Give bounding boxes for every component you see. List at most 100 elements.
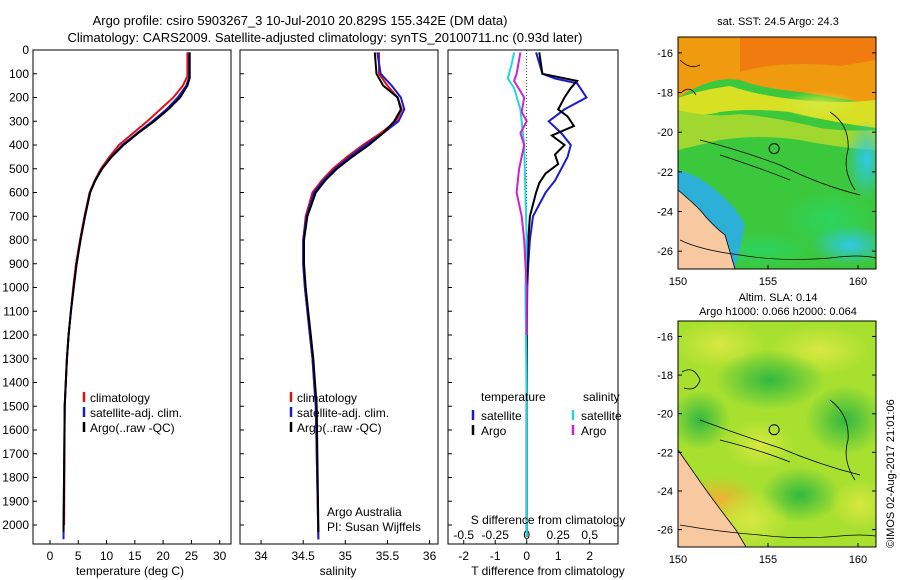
temperature-ytick-label: 1000 bbox=[2, 281, 29, 295]
salinity-annotation-line1: Argo Australia bbox=[327, 505, 402, 519]
salinity-xtick-label: 34.5 bbox=[292, 549, 316, 563]
difference-xlabel-top: S difference from climatology bbox=[471, 513, 626, 527]
salinity-axes-frame bbox=[239, 49, 439, 545]
salinity-panel: 34 34.5 35 35.5 36 salinity climatologysatel… bbox=[239, 49, 439, 578]
temperature-ytick-label: 900 bbox=[9, 257, 29, 271]
sla_map-xtick-label: 160 bbox=[849, 554, 867, 566]
temperature-ytick-label: 100 bbox=[9, 67, 29, 81]
sla-map-frame bbox=[677, 320, 877, 548]
sla_map-ytick-label: -16 bbox=[657, 331, 673, 343]
temperature-ytick-label: 400 bbox=[9, 138, 29, 152]
salinity-xtick-label: 35.5 bbox=[376, 549, 400, 563]
difference-xtick-label: 2 bbox=[586, 549, 593, 563]
temperature-ytick-label: 300 bbox=[9, 114, 29, 128]
temperature-ytick-label: 2000 bbox=[2, 518, 29, 532]
sst-map-title: sat. SST: 24.5 Argo: 24.3 bbox=[717, 16, 839, 28]
difference-xtick-label: 1 bbox=[555, 549, 562, 563]
temperature-ytick-label: 1300 bbox=[2, 352, 29, 366]
temperature-xtick-label: 0 bbox=[47, 549, 54, 563]
sla-map-argo-marker bbox=[768, 424, 780, 436]
sla-map-title-line1: Altim. SLA: 0.14 bbox=[739, 292, 818, 304]
temperature-line-argo-raw-qc- bbox=[62, 52, 191, 533]
temperature-ytick-label: 800 bbox=[9, 233, 29, 247]
salinity-xtick-label: 34 bbox=[254, 549, 268, 563]
temperature-ytick-label: 1800 bbox=[2, 471, 29, 485]
temperature-ytick-label: 0 bbox=[22, 43, 29, 57]
difference-legend-salinity-label: satellite bbox=[581, 409, 622, 423]
temperature-xtick-label: 20 bbox=[156, 549, 170, 563]
copyright-side-label: ©IMOS 02-Aug-2017 21:01:06 bbox=[885, 399, 897, 548]
salinity-legend-label: Argo(..raw -QC) bbox=[297, 421, 382, 435]
difference-s-tick-label: 0.5 bbox=[581, 528, 598, 542]
sst_map-xtick-label: 155 bbox=[759, 276, 777, 288]
sla-map-image bbox=[678, 321, 876, 547]
sla_map-xtick-label: 155 bbox=[759, 554, 777, 566]
temperature-xlabel: temperature (deg C) bbox=[76, 564, 184, 578]
temperature-ytick-label: 1600 bbox=[2, 423, 29, 437]
sla_map-ytick-label: -22 bbox=[657, 447, 673, 459]
difference-xtick-label: 0 bbox=[523, 549, 530, 563]
salinity-xlabel: salinity bbox=[320, 564, 357, 578]
difference-s-tick-label: -0.5 bbox=[453, 528, 474, 542]
temperature-ytick-label: 500 bbox=[9, 162, 29, 176]
temperature-line-satellite-adj-clim- bbox=[62, 52, 191, 540]
sla_map-ytick-label: -24 bbox=[657, 486, 673, 498]
difference-xlabel: T difference from climatology bbox=[471, 564, 625, 578]
figure-title-line1: Argo profile: csiro 5903267_3 10-Jul-201… bbox=[93, 13, 508, 28]
temperature-ytick-label: 1200 bbox=[2, 328, 29, 342]
temperature-legend-label: satellite-adj. clim. bbox=[90, 406, 182, 420]
difference-legend-temperature-label: satellite bbox=[481, 409, 522, 423]
salinity-xtick-label: 35 bbox=[339, 549, 353, 563]
sst-map-panel: sat. SST: 24.5 Argo: 24.3 150 155 160 -16 -1… bbox=[657, 16, 877, 288]
difference-legend-salinity-label: Argo bbox=[581, 424, 607, 438]
temperature-panel: 0 5 10 15 20 25 300100200300400500600700800900… bbox=[2, 43, 232, 578]
temperature-xtick-label: 5 bbox=[75, 549, 82, 563]
temperature-axes-frame bbox=[32, 49, 232, 545]
difference-line-s-argo bbox=[512, 52, 528, 335]
salinity-legend-label: satellite-adj. clim. bbox=[297, 406, 389, 420]
temperature-ytick-label: 1700 bbox=[2, 447, 29, 461]
sla_map-ytick-label: -20 bbox=[657, 409, 673, 421]
temperature-ytick-label: 1400 bbox=[2, 376, 29, 390]
difference-axes-frame bbox=[447, 49, 619, 545]
sla-map-title-line2: Argo h1000: 0.066 h2000: 0.064 bbox=[699, 306, 857, 318]
sst-map-argo-marker bbox=[768, 143, 780, 155]
temperature-ytick-label: 1900 bbox=[2, 494, 29, 508]
sst_map-ytick-label: -24 bbox=[657, 206, 673, 218]
difference-legend-temperature-label: Argo bbox=[481, 424, 507, 438]
sst-map-image bbox=[678, 37, 876, 269]
temperature-legend-label: Argo(..raw -QC) bbox=[90, 421, 175, 435]
sla_map-ytick-label: -18 bbox=[657, 370, 673, 382]
temperature-xtick-label: 10 bbox=[100, 549, 114, 563]
sla_map-xtick-label: 150 bbox=[669, 554, 687, 566]
sst_map-ytick-label: -16 bbox=[657, 48, 673, 60]
difference-s-tick-label: 0.25 bbox=[547, 528, 571, 542]
temperature-ytick-label: 200 bbox=[9, 91, 29, 105]
sst_map-ytick-label: -20 bbox=[657, 127, 673, 139]
temperature-ytick-label: 700 bbox=[9, 209, 29, 223]
difference-xtick-label: -1 bbox=[490, 549, 501, 563]
difference-legend-temperature-title: temperature bbox=[481, 390, 546, 404]
difference-xtick-label: -2 bbox=[458, 549, 469, 563]
sst-map-frame bbox=[677, 36, 877, 270]
sst_map-ytick-label: -22 bbox=[657, 167, 673, 179]
difference-panel: -2 -1 0 1 2-0.5 -0.25 0 0.25 0.5 T difference fr… bbox=[447, 49, 626, 578]
salinity-line-argo-raw-qc- bbox=[303, 52, 402, 533]
salinity-legend-label: climatology bbox=[297, 391, 357, 405]
temperature-legend-label: climatology bbox=[90, 391, 150, 405]
temperature-ytick-label: 1100 bbox=[3, 304, 29, 318]
figure-title-line2: Climatology: CARS2009. Satellite-adjuste… bbox=[68, 30, 583, 45]
difference-legend: temperature salinitysatelliteArgosatellit… bbox=[471, 390, 622, 438]
sst_map-ytick-label: -26 bbox=[657, 246, 673, 258]
salinity-xtick-label: 36 bbox=[423, 549, 437, 563]
sst_map-xtick-label: 150 bbox=[669, 276, 687, 288]
temperature-xtick-label: 15 bbox=[128, 549, 142, 563]
temperature-ytick-label: 1500 bbox=[2, 399, 29, 413]
temperature-ytick-label: 600 bbox=[9, 186, 29, 200]
sst_map-ytick-label: -18 bbox=[657, 88, 673, 100]
salinity-annotation-line2: PI: Susan Wijffels bbox=[327, 520, 421, 534]
difference-line-t-argo bbox=[525, 52, 579, 537]
difference-line-t-satellite bbox=[525, 52, 588, 537]
